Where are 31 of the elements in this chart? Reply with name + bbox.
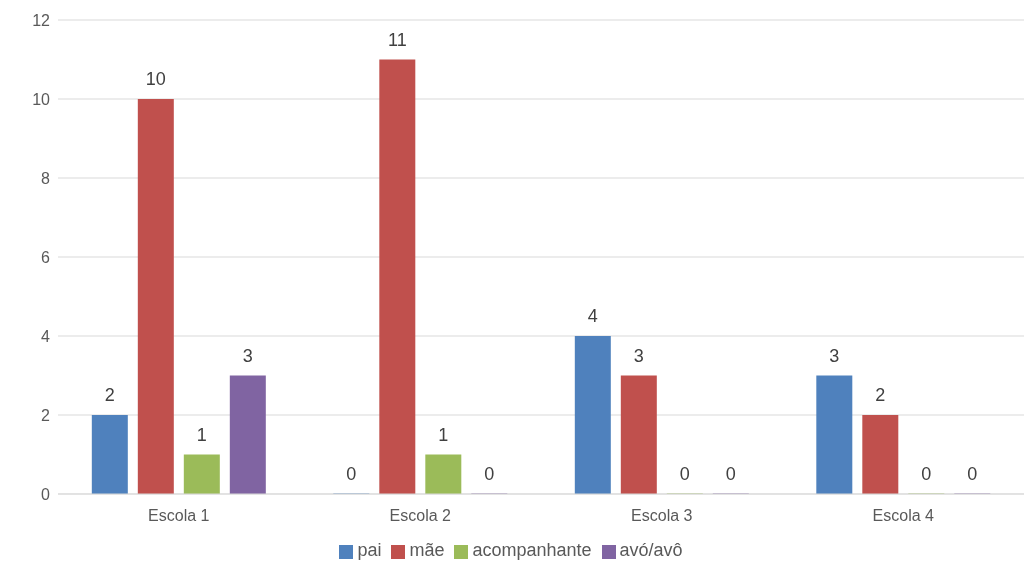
data-label: 10 [145, 69, 166, 89]
y-tick-label: 6 [41, 248, 51, 266]
data-label: 2 [104, 385, 115, 405]
legend-label: avó/avô [619, 540, 683, 560]
data-label: 3 [242, 345, 253, 366]
y-tick-label: 0 [41, 485, 51, 503]
y-tick-label: 2 [41, 406, 51, 424]
data-label: 2 [875, 385, 886, 405]
x-tick-label: Escola 3 [631, 507, 693, 525]
data-label: 1 [196, 424, 207, 445]
data-label: 3 [829, 345, 840, 366]
data-label: 0 [484, 463, 495, 484]
data-label: 0 [679, 463, 690, 484]
data-label: 0 [725, 463, 736, 484]
data-label: 0 [967, 463, 978, 484]
y-tick-label: 12 [32, 11, 51, 29]
x-tick-label: Escola 2 [389, 507, 452, 525]
legend-label: acompanhante [472, 540, 592, 560]
legend-label: pai [357, 540, 382, 560]
data-label: 4 [587, 306, 598, 326]
legend-label: mãe [409, 540, 445, 560]
x-tick-label: Escola 4 [872, 507, 935, 525]
y-tick-label: 4 [41, 327, 51, 345]
y-tick-label: 8 [41, 169, 51, 187]
data-label: 11 [387, 29, 407, 50]
data-label: 0 [921, 463, 932, 484]
y-tick-label: 10 [32, 90, 51, 108]
data-label: 3 [633, 345, 644, 366]
data-label: 0 [346, 463, 357, 484]
x-tick-label: Escola 1 [148, 507, 210, 525]
data-label: 1 [438, 424, 449, 445]
